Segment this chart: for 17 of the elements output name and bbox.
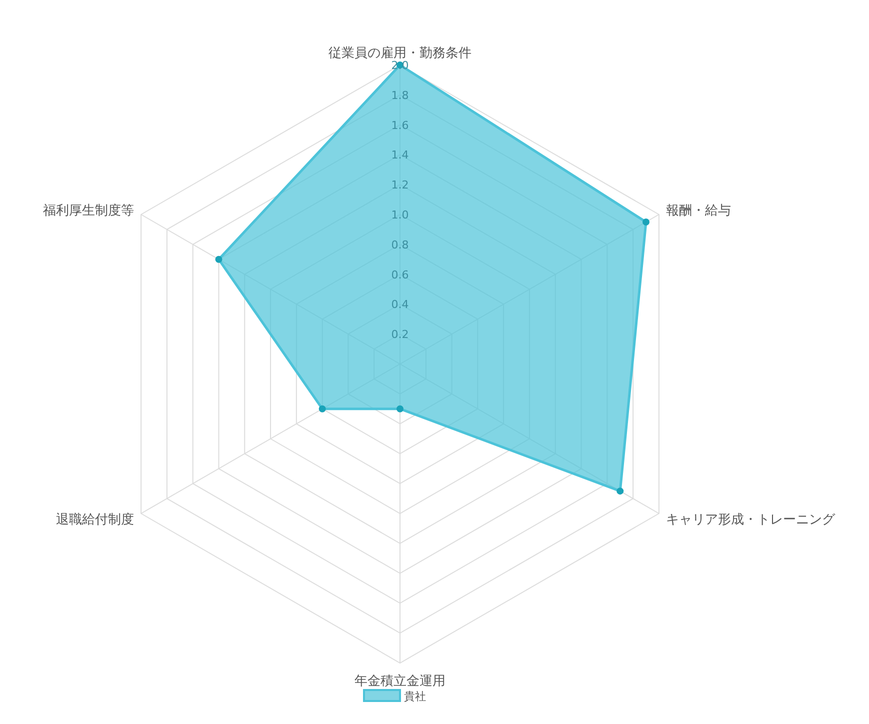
y-tick-label: 1.8 (391, 88, 409, 102)
y-tick-label: 1.6 (391, 118, 409, 132)
spoke-label: 退職給付制度 (56, 512, 134, 528)
y-tick-label: 1.0 (391, 208, 409, 222)
y-tick-label: 2.0 (391, 59, 409, 72)
spoke-label: 福利厚生制度等 (43, 202, 134, 218)
y-tick-label: 1.2 (391, 178, 409, 192)
spoke-label: キャリア形成・トレーニング (666, 512, 836, 528)
spoke-label: 従業員の雇用・勤務条件 (328, 45, 472, 61)
y-tick-label: 0.4 (391, 298, 409, 312)
spoke-label: 報酬・給与 (666, 204, 731, 218)
spoke-label: 年金積立金運用 (354, 673, 446, 689)
y-tick-label: 1.4 (391, 148, 409, 162)
legend-label: 貴社 (404, 690, 426, 703)
y-tick-label: 0.8 (391, 238, 409, 252)
y-tick-label: 0.6 (391, 268, 409, 282)
y-tick-label: 0.2 (391, 328, 409, 342)
